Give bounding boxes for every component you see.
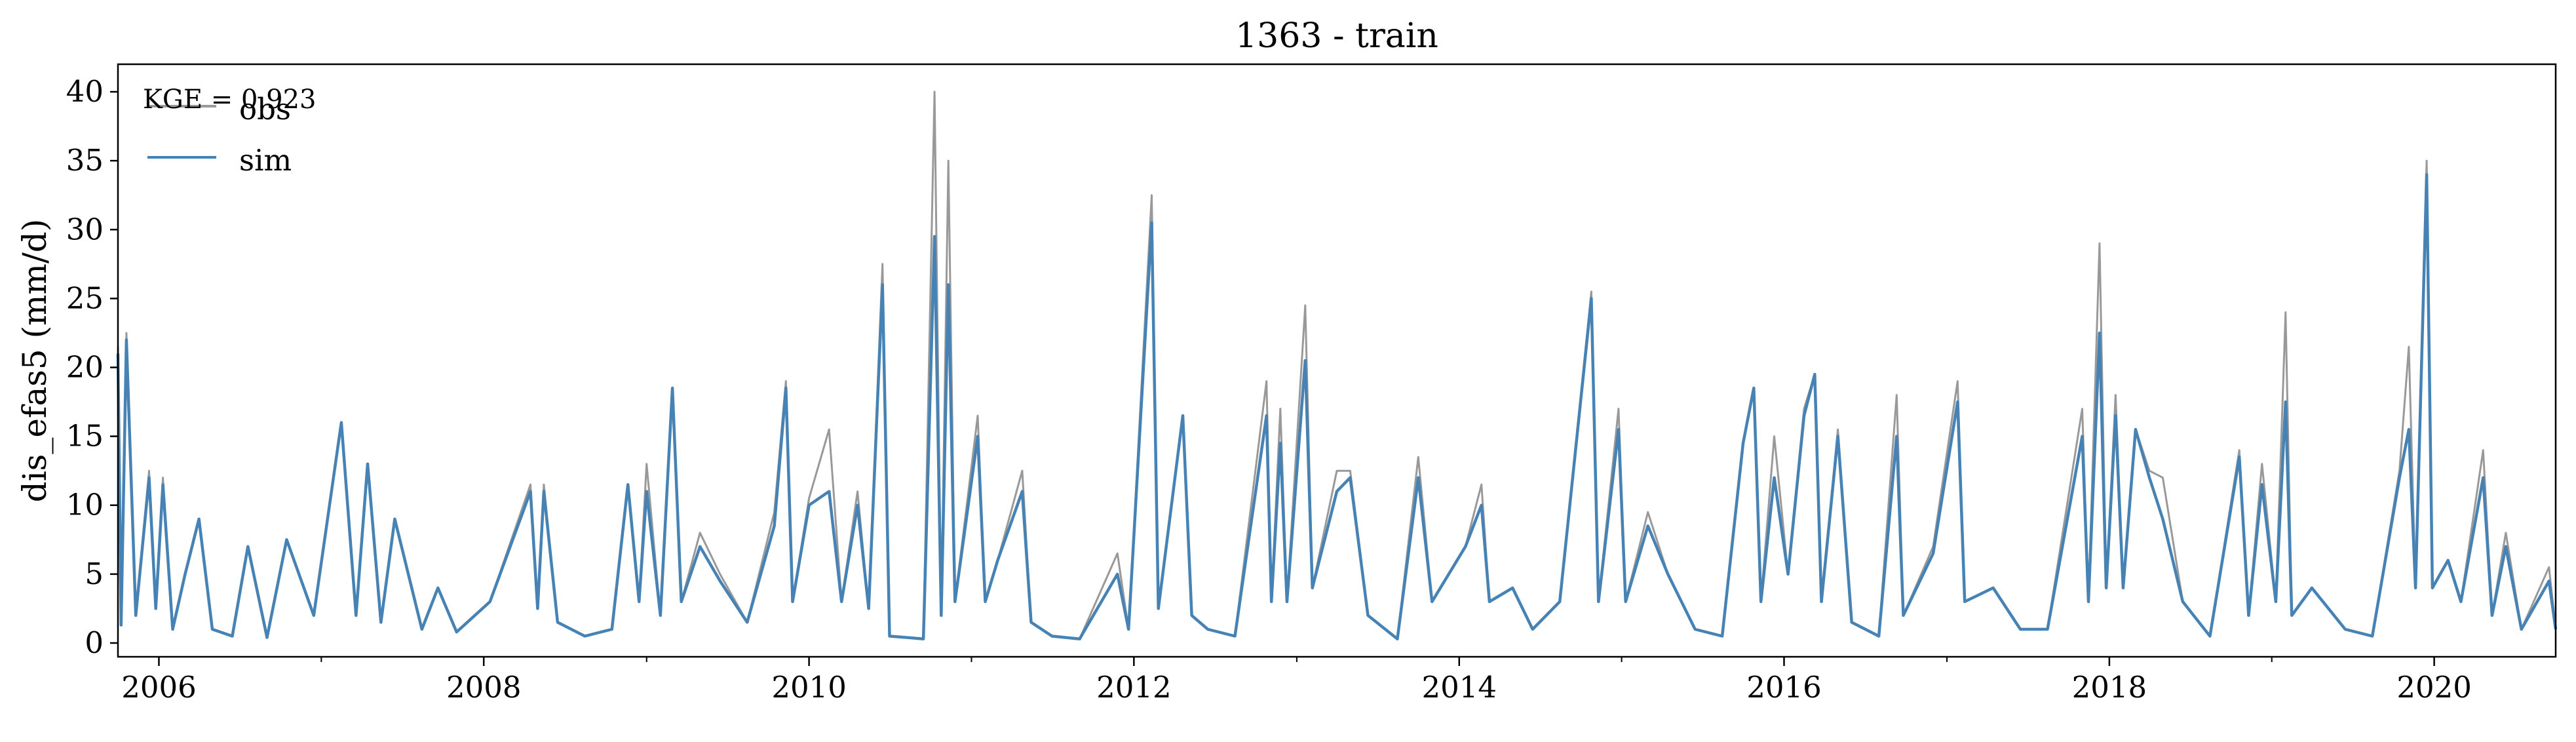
chart-title: 1363 - train [1235, 16, 1438, 56]
x-tick-label: 2018 [2072, 670, 2147, 705]
y-tick-label: 30 [66, 212, 104, 246]
y-tick-label: 0 [85, 625, 104, 660]
y-tick-label: 15 [66, 419, 104, 454]
y-tick-label: 10 [66, 488, 104, 522]
x-tick-label: 2012 [1096, 670, 1172, 705]
x-tick-label: 2010 [771, 670, 847, 705]
y-tick-label: 35 [66, 143, 104, 178]
y-tick-label: 25 [66, 281, 104, 315]
y-tick-label: 20 [66, 350, 104, 385]
x-tick-label: 2020 [2396, 670, 2472, 705]
x-tick-label: 2008 [446, 670, 522, 705]
x-tick-label: 2016 [1746, 670, 1822, 705]
x-tick-label: 2014 [1421, 670, 1497, 705]
y-tick-label: 5 [85, 556, 104, 591]
kge-annotation: KGE = 0.923 [143, 85, 317, 115]
y-axis-label: dis_efas5 (mm/d) [16, 219, 54, 503]
x-tick-label: 2006 [121, 670, 197, 705]
legend-label-sim: sim [239, 143, 292, 178]
y-tick-label: 40 [66, 74, 104, 109]
